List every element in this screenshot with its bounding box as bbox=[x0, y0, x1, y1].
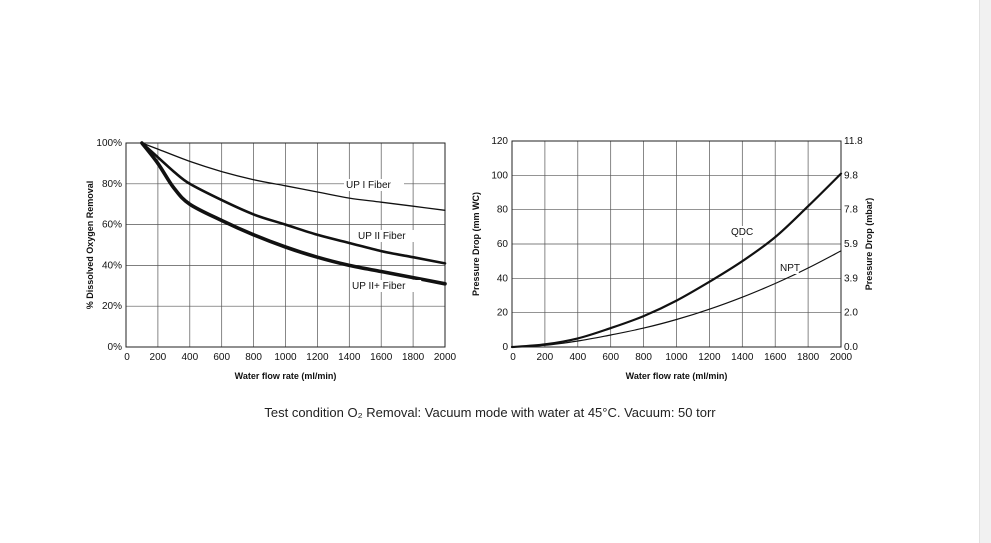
vertical-scrollbar[interactable] bbox=[979, 0, 991, 543]
charts-svg: 0 200 400 600 800 1000 1200 1400 1600 1800 20000%2… bbox=[85, 136, 874, 381]
y2-tick-label: 5.9 bbox=[844, 239, 858, 250]
y-tick-label: 20% bbox=[102, 301, 122, 312]
x-tick-label: 0 bbox=[510, 352, 516, 363]
y2-tick-label: 2.0 bbox=[844, 308, 858, 319]
y-tick-label: 40% bbox=[102, 260, 122, 271]
x-axis-label: Water flow rate (ml/min) bbox=[626, 371, 728, 381]
y-tick-label: 80 bbox=[497, 205, 509, 216]
series-label-backing bbox=[729, 226, 750, 238]
y2-axis-label: Pressure Drop (mbar) bbox=[864, 198, 874, 291]
y2-tick-label: 3.9 bbox=[844, 273, 858, 284]
x-tick-label: 600 bbox=[213, 352, 230, 363]
series-label-up-i-fiber: UP I Fiber bbox=[346, 180, 391, 191]
x-tick-label: 200 bbox=[150, 352, 167, 363]
x-tick-label: 1000 bbox=[274, 352, 297, 363]
series-label-backing bbox=[356, 230, 422, 242]
y-tick-label: 80% bbox=[102, 179, 122, 190]
series-label-backing bbox=[344, 179, 404, 191]
series-label-backing bbox=[350, 280, 422, 292]
series-label-npt: NPT bbox=[780, 263, 800, 274]
y2-tick-label: 11.8 bbox=[844, 136, 863, 147]
y2-tick-label: 9.8 bbox=[844, 170, 858, 181]
x-tick-label: 400 bbox=[569, 352, 586, 363]
y-tick-label: 100 bbox=[491, 170, 508, 181]
y-tick-label: 60 bbox=[497, 239, 509, 250]
x-tick-label: 1800 bbox=[797, 352, 820, 363]
series-line-up-ii-fiber bbox=[140, 141, 447, 265]
x-tick-label: 2000 bbox=[434, 352, 457, 363]
x-tick-label: 200 bbox=[537, 352, 554, 363]
x-tick-label: 0 bbox=[124, 352, 130, 363]
y-axis-label: Pressure Drop (mm WC) bbox=[471, 192, 481, 296]
y-tick-label: 20 bbox=[497, 308, 509, 319]
plot-frame bbox=[125, 142, 446, 348]
x-tick-label: 1000 bbox=[665, 352, 688, 363]
y-axis-label: % Dissolved Oxygen Removal bbox=[85, 181, 95, 310]
chart-1 bbox=[125, 141, 447, 348]
x-tick-label: 1400 bbox=[731, 352, 754, 363]
series-line-up-ii-fiber bbox=[140, 141, 447, 286]
x-tick-label: 1400 bbox=[338, 352, 361, 363]
series-label-qdc: QDC bbox=[731, 227, 753, 238]
y2-tick-label: 0.0 bbox=[844, 342, 858, 353]
x-tick-label: 1200 bbox=[306, 352, 329, 363]
y-tick-label: 0% bbox=[108, 342, 123, 353]
x-tick-label: 800 bbox=[245, 352, 262, 363]
caption: Test condition O₂ Removal: Vacuum mode w… bbox=[264, 405, 716, 420]
series-label-backing bbox=[778, 262, 799, 274]
x-axis-label: Water flow rate (ml/min) bbox=[235, 371, 337, 381]
y-tick-label: 40 bbox=[497, 273, 509, 284]
y-tick-label: 100% bbox=[96, 138, 122, 149]
x-tick-label: 600 bbox=[602, 352, 619, 363]
x-tick-label: 400 bbox=[181, 352, 198, 363]
series-label-up-ii-fiber: UP II+ Fiber bbox=[352, 281, 406, 292]
series-line-qdc bbox=[510, 172, 843, 349]
y-tick-label: 60% bbox=[102, 220, 122, 231]
x-tick-label: 1200 bbox=[698, 352, 721, 363]
series-line-npt bbox=[511, 250, 842, 348]
x-tick-label: 800 bbox=[635, 352, 652, 363]
y2-tick-label: 7.8 bbox=[844, 205, 858, 216]
series-line-up-i-fiber bbox=[141, 142, 446, 211]
y-tick-label: 0 bbox=[502, 342, 508, 353]
plot-frame bbox=[511, 140, 842, 348]
series-label-up-ii-fiber: UP II Fiber bbox=[358, 231, 406, 242]
x-tick-label: 1600 bbox=[370, 352, 393, 363]
chart-2 bbox=[510, 140, 843, 349]
x-tick-label: 2000 bbox=[830, 352, 853, 363]
y-tick-label: 120 bbox=[491, 136, 508, 147]
x-tick-label: 1600 bbox=[764, 352, 787, 363]
x-tick-label: 1800 bbox=[402, 352, 425, 363]
